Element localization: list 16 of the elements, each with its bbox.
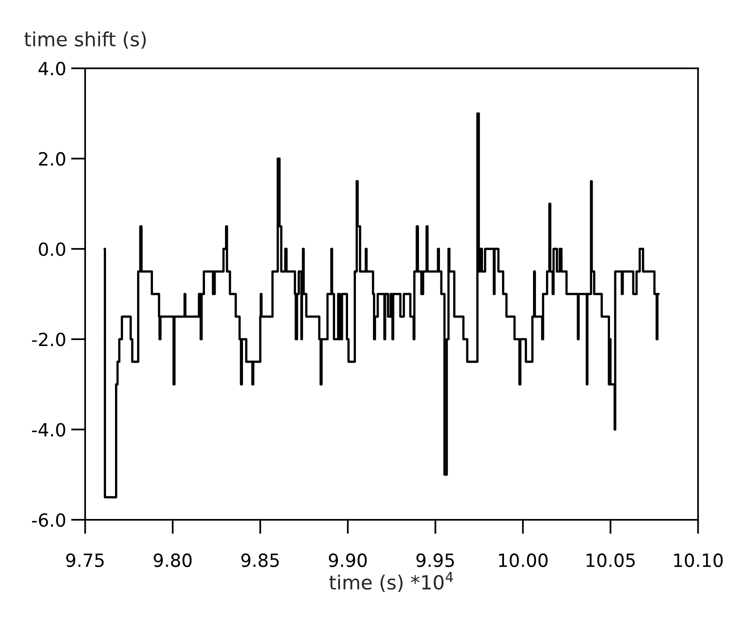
y-tick-label: 2.0	[39, 152, 66, 166]
x-tick-label: 9.85	[241, 553, 279, 568]
y-axis-title: time shift (s)	[24, 31, 146, 49]
y-tick-label: -4.0	[32, 422, 66, 437]
x-tick-label: 10.00	[499, 553, 548, 568]
y-tick-label: -2.0	[32, 332, 66, 346]
y-tick-label: -6.0	[32, 513, 66, 527]
y-tick-label: 0.0	[38, 242, 66, 256]
x-tick-label: 9.80	[154, 553, 192, 568]
x-axis-title: time (s) *10$^{4}$	[329, 572, 453, 592]
x-tick-label: 9.90	[328, 553, 367, 568]
x-tick-label: 9.95	[416, 553, 454, 568]
y-tick-label: 4.0	[38, 62, 66, 76]
x-tick-label: 10.05	[586, 553, 635, 568]
x-tick-label: 10.10	[674, 553, 723, 568]
x-tick-label: 9.75	[66, 553, 104, 568]
